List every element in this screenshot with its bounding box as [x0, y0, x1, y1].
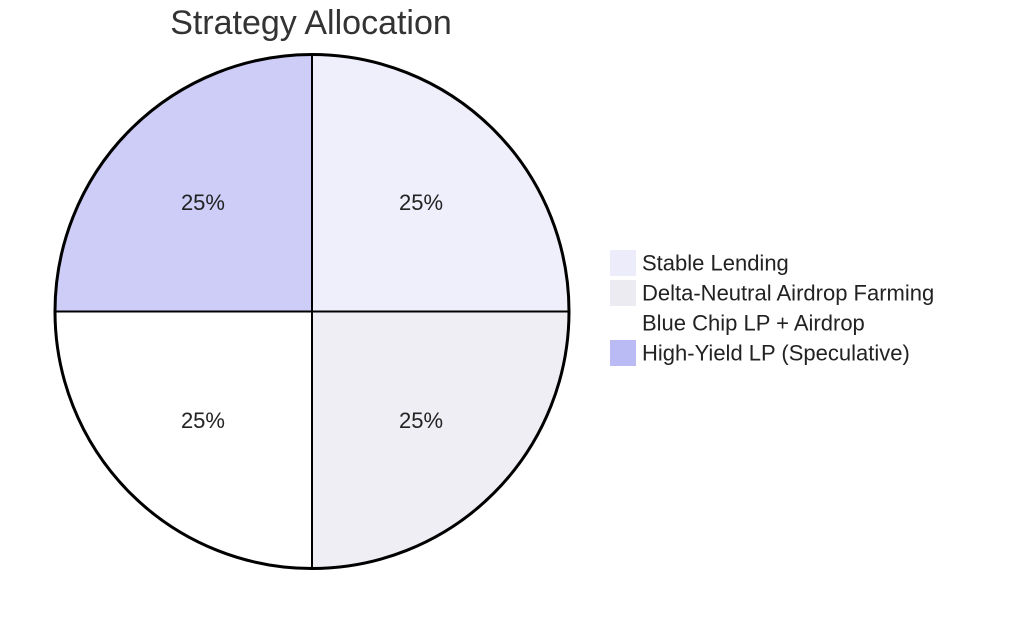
legend-swatch [610, 310, 636, 336]
legend-swatch [610, 280, 636, 306]
legend-label: Delta-Neutral Airdrop Farming [642, 281, 934, 306]
slice-percent-label: 25% [181, 190, 225, 215]
legend: Stable Lending Delta-Neutral Airdrop Farm… [610, 250, 934, 366]
pie-slice [53, 53, 313, 313]
legend-item: Stable Lending [610, 250, 789, 276]
pie-outline [53, 53, 571, 570]
legend-item: Delta-Neutral Airdrop Farming [610, 280, 934, 306]
pie-slice-labels: 25% 25% 25% 25% [181, 190, 443, 433]
legend-label: Blue Chip LP + Airdrop [642, 311, 865, 336]
pie-slice [311, 53, 571, 313]
legend-swatch [610, 250, 636, 276]
slice-percent-label: 25% [399, 408, 443, 433]
pie-slice [311, 310, 571, 570]
slice-percent-label: 25% [399, 190, 443, 215]
legend-label: High-Yield LP (Speculative) [642, 341, 910, 366]
legend-label: Stable Lending [642, 251, 789, 276]
slice-percent-label: 25% [181, 408, 225, 433]
legend-swatch [610, 340, 636, 366]
chart-title: Strategy Allocation [170, 4, 452, 42]
legend-item: Blue Chip LP + Airdrop [610, 310, 865, 336]
pie-slices [53, 53, 571, 570]
pie-slice [53, 310, 313, 570]
legend-item: High-Yield LP (Speculative) [610, 340, 910, 366]
